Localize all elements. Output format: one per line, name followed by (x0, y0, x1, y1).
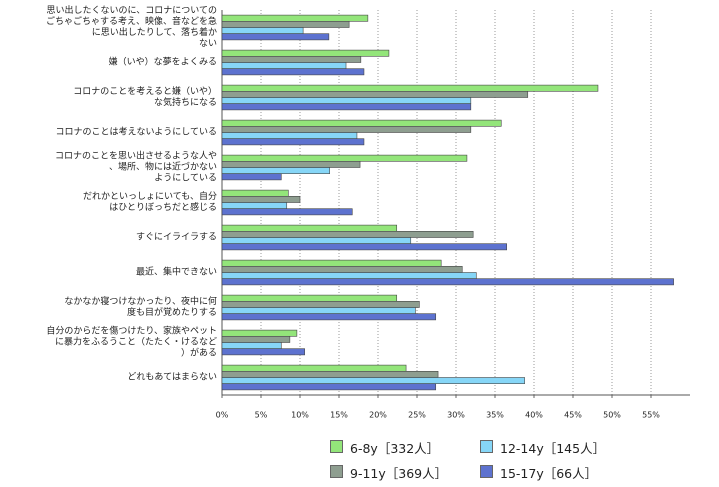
category-label: コロナのことを思い出させるような人や 、場所、物には近づかない ようにしている (54, 151, 217, 183)
category-label: 自分のからだを傷つけたり、家族やペット に暴力をふるうこと（たたく・けるなど ）… (46, 326, 217, 358)
bar (221, 97, 472, 104)
bar (221, 167, 330, 174)
bar (221, 103, 472, 111)
bar (221, 243, 508, 251)
bar (221, 126, 472, 133)
bar (221, 224, 398, 232)
bar (221, 62, 347, 69)
x-tick-label: 40% (525, 411, 543, 420)
bar (221, 364, 407, 372)
x-tick-label: 30% (447, 411, 465, 420)
category-label: 最近、集中できない (135, 267, 217, 277)
x-tick-label: 55% (642, 411, 660, 420)
legend-swatch (330, 465, 343, 478)
x-tick-label: 20% (369, 411, 387, 420)
bar (221, 154, 468, 162)
x-tick-label: 0% (216, 411, 229, 420)
bar (221, 189, 289, 197)
category-label: すぐにイライラする (135, 232, 217, 242)
bar (221, 265, 463, 273)
bar (221, 237, 412, 244)
x-tick-label: 45% (564, 411, 582, 420)
bar (221, 119, 502, 127)
x-tick-label: 15% (330, 411, 348, 420)
bar (221, 300, 420, 308)
bar (221, 33, 330, 41)
bar (221, 370, 439, 378)
bar (221, 272, 477, 279)
x-tick-label: 50% (603, 411, 621, 420)
bar (221, 27, 304, 34)
bar (221, 294, 398, 302)
x-tick-label: 5% (255, 411, 268, 420)
category-label: 思い出したくないのに、コロナについての ごちゃごちゃする考え、映像、音などを急 … (45, 5, 217, 49)
bar (221, 278, 674, 286)
x-tick-label: 35% (486, 411, 504, 420)
legend-swatch (480, 440, 493, 453)
bar (221, 91, 529, 98)
bar (221, 383, 437, 391)
category-label: なかなか寝つけなかったり、夜中に何 度も目が覚めたりする (64, 296, 217, 318)
bar (221, 68, 365, 76)
category-label: どれもあてはまらない (127, 372, 217, 382)
category-label: 嫌（いや）な夢をよくみる (108, 57, 217, 67)
bar (221, 202, 288, 209)
bar (221, 335, 291, 343)
legend-label: 15-17y［66人］ (500, 466, 598, 481)
bar (221, 307, 416, 314)
bar (221, 196, 301, 203)
bar (221, 14, 369, 22)
x-tick-label: 25% (408, 411, 426, 420)
bar (221, 173, 282, 181)
x-tick-label: 10% (291, 411, 309, 420)
bar (221, 231, 474, 238)
legend-swatch (330, 440, 343, 453)
bar (221, 84, 599, 92)
bar (221, 348, 305, 356)
bar (221, 49, 390, 57)
bar (221, 342, 282, 349)
category-label: だれかといっしょにいても、自分 はひとりぼっちだと感じる (82, 191, 217, 213)
bar (221, 259, 442, 267)
legend-swatch (480, 465, 493, 478)
category-label: コロナのことを考えると嫌（いや） な気持ちになる (73, 86, 217, 108)
legend-label: 9-11y［369人］ (350, 466, 448, 481)
legend-label: 12-14y［145人］ (500, 441, 606, 456)
bar (221, 132, 358, 139)
legend-label: 6-8y［332人］ (350, 441, 440, 456)
bar (221, 55, 362, 63)
bar (221, 161, 361, 168)
category-label: コロナのことは考えないようにしている (55, 127, 217, 137)
bar (221, 313, 437, 321)
bar (221, 377, 525, 384)
bar (221, 20, 350, 28)
bar (221, 329, 298, 337)
bar (221, 138, 365, 146)
bar (221, 208, 353, 216)
